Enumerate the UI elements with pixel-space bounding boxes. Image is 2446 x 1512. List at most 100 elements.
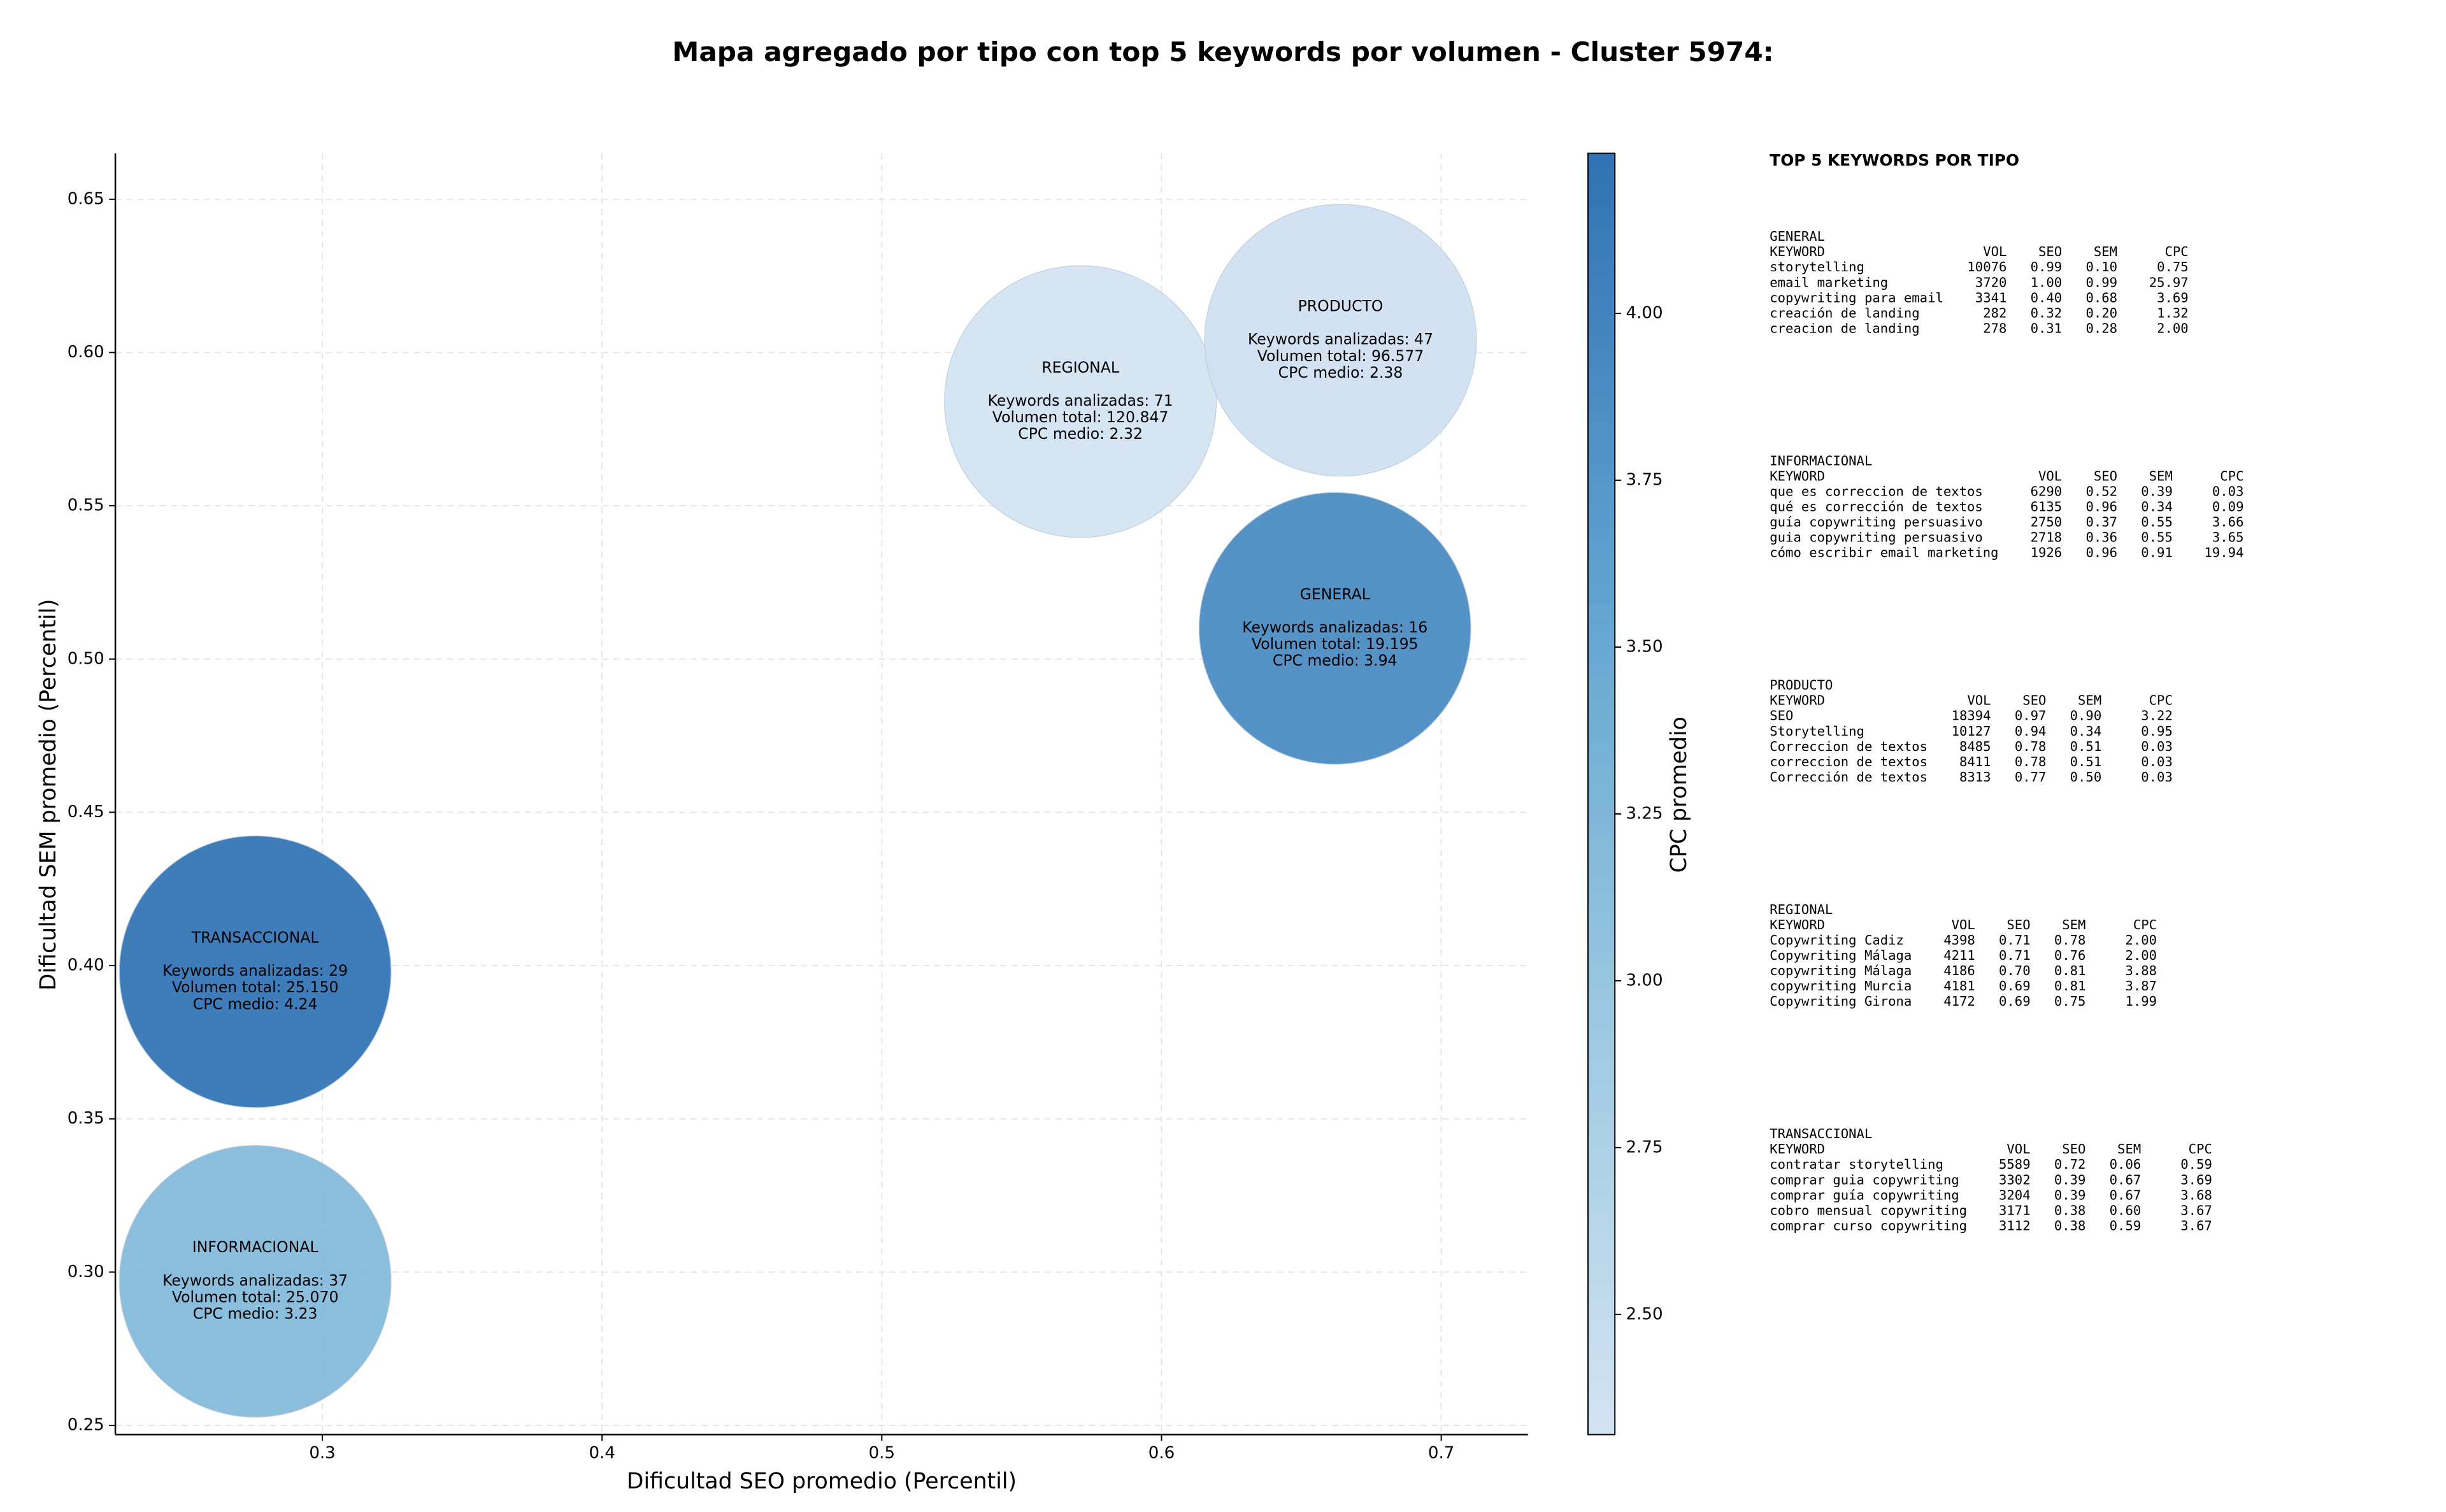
keyword-cell: 0.78: [2015, 754, 2047, 769]
keyword-cell: copywriting para email: [1770, 290, 1943, 305]
bubble-annotation: CPC medio: 2.32: [1018, 425, 1143, 443]
colorbar-segment: [1588, 1060, 1615, 1073]
colorbar-segment: [1588, 1167, 1615, 1180]
column-header: SEM: [2062, 917, 2085, 932]
keyword-cell: 0.38: [2054, 1218, 2086, 1233]
colorbar-segment: [1588, 1018, 1615, 1030]
x-tick-label: 0.5: [869, 1444, 895, 1463]
colorbar-segment: [1588, 847, 1615, 859]
colorbar-segment: [1588, 1338, 1615, 1350]
keyword-cell: 3.66: [2212, 515, 2244, 530]
colorbar-segment: [1588, 1050, 1615, 1062]
column-header: VOL: [1952, 917, 1975, 932]
colorbar-segment: [1588, 1136, 1615, 1148]
colorbar-segment: [1588, 462, 1615, 474]
keyword-cell: cómo escribir email marketing: [1770, 545, 1998, 560]
colorbar-segment: [1588, 399, 1615, 411]
colorbar-segment: [1588, 1295, 1615, 1308]
keyword-cell: 0.39: [2141, 483, 2173, 499]
bubble: [1204, 204, 1477, 477]
colorbar-segment: [1588, 271, 1615, 283]
column-header: CPC: [2149, 693, 2173, 708]
keyword-cell: 0.97: [2015, 708, 2047, 724]
keyword-cell: 0.40: [2031, 290, 2063, 305]
keyword-cell: Storytelling: [1770, 724, 1864, 739]
colorbar-segment: [1588, 527, 1615, 539]
colorbar-segment: [1588, 943, 1615, 955]
bubble: [118, 1145, 392, 1418]
colorbar-segment: [1588, 666, 1615, 678]
colorbar-segment: [1588, 1370, 1615, 1382]
colorbar-segment: [1588, 911, 1615, 923]
colorbar-segment: [1588, 1103, 1615, 1115]
colorbar-segment: [1588, 1007, 1615, 1019]
group-name: PRODUCTO: [1770, 678, 1833, 693]
colorbar-segment: [1588, 1029, 1615, 1041]
colorbar-segment: [1588, 580, 1615, 592]
keyword-cell: 0.20: [2085, 305, 2117, 320]
column-header: KEYWORD: [1770, 468, 1825, 483]
column-header: CPC: [2164, 244, 2188, 259]
colorbar-segment: [1588, 1392, 1615, 1404]
column-header: VOL: [1967, 693, 1991, 708]
colorbar-segment: [1588, 932, 1615, 945]
bubble-annotation: Keywords analizadas: 71: [988, 392, 1173, 410]
colorbar-segment: [1588, 356, 1615, 368]
keyword-cell: 0.81: [2054, 963, 2086, 978]
column-header: SEO: [2022, 693, 2046, 708]
column-header: VOL: [1983, 244, 2006, 259]
keyword-cell: 6135: [2031, 499, 2063, 515]
colorbar-tick-label: 3.25: [1626, 804, 1663, 823]
bubble-annotation: Volumen total: 25.070: [172, 1288, 339, 1306]
column-header: SEO: [2006, 917, 2030, 932]
colorbar-segment: [1588, 569, 1615, 581]
keyword-cell: contratar storytelling: [1770, 1157, 1943, 1172]
colorbar-segment: [1588, 249, 1615, 261]
colorbar-segment: [1588, 751, 1615, 763]
y-tick-label: 0.60: [68, 343, 104, 362]
colorbar-segment: [1588, 292, 1615, 304]
colorbar-segment: [1588, 303, 1615, 315]
colorbar-segment: [1588, 879, 1615, 891]
x-tick-label: 0.3: [309, 1444, 335, 1463]
keyword-cell: 4211: [1943, 948, 1975, 963]
bubble-annotation: CPC medio: 4.24: [193, 995, 318, 1013]
keyword-cell: 8485: [1959, 739, 1991, 754]
keyword-cell: 0.39: [2054, 1187, 2086, 1202]
keyword-cell: Copywriting Girona: [1770, 994, 1912, 1009]
colorbar-segment: [1588, 260, 1615, 272]
keyword-cell: creacion de landing: [1770, 320, 1919, 336]
keyword-cell: guia copywriting persuasivo: [1770, 530, 1983, 545]
bubble-label: PRODUCTO: [1298, 297, 1384, 315]
keyword-cell: Correccion de textos: [1770, 739, 1927, 754]
keyword-cell: 5589: [1999, 1157, 2031, 1172]
colorbar-segment: [1588, 1071, 1615, 1083]
group-name: INFORMACIONAL: [1770, 453, 1872, 468]
x-axis-label: Dificultad SEO promedio (Percentil): [627, 1469, 1017, 1494]
colorbar-segment: [1588, 1402, 1615, 1415]
bubble-annotation: Volumen total: 120.847: [992, 408, 1169, 426]
keyword-cell: 0.32: [2031, 305, 2063, 320]
keyword-cell: 2.00: [2125, 932, 2157, 948]
column-header: SEM: [2117, 1141, 2141, 1157]
keyword-cell: 4172: [1943, 994, 1975, 1009]
keyword-cell: 3.69: [2157, 290, 2189, 305]
keyword-cell: copywriting Murcia: [1770, 978, 1912, 994]
bubble-annotation: Keywords analizadas: 37: [162, 1271, 348, 1289]
colorbar-segment: [1588, 206, 1615, 218]
y-tick-label: 0.40: [68, 956, 104, 975]
colorbar-segment: [1588, 687, 1615, 699]
colorbar-segment: [1588, 1423, 1615, 1436]
colorbar-tick-label: 3.75: [1626, 471, 1663, 490]
colorbar-segment: [1588, 1349, 1615, 1361]
colorbar-segment: [1588, 773, 1615, 785]
colorbar-segment: [1588, 153, 1615, 165]
keyword-cell: 0.38: [2054, 1202, 2086, 1218]
keyword-cell: 0.03: [2141, 769, 2173, 785]
colorbar-segment: [1588, 825, 1615, 838]
keyword-cell: 3.65: [2212, 530, 2244, 545]
keyword-cell: 6290: [2031, 483, 2063, 499]
colorbar-segment: [1588, 1274, 1615, 1286]
